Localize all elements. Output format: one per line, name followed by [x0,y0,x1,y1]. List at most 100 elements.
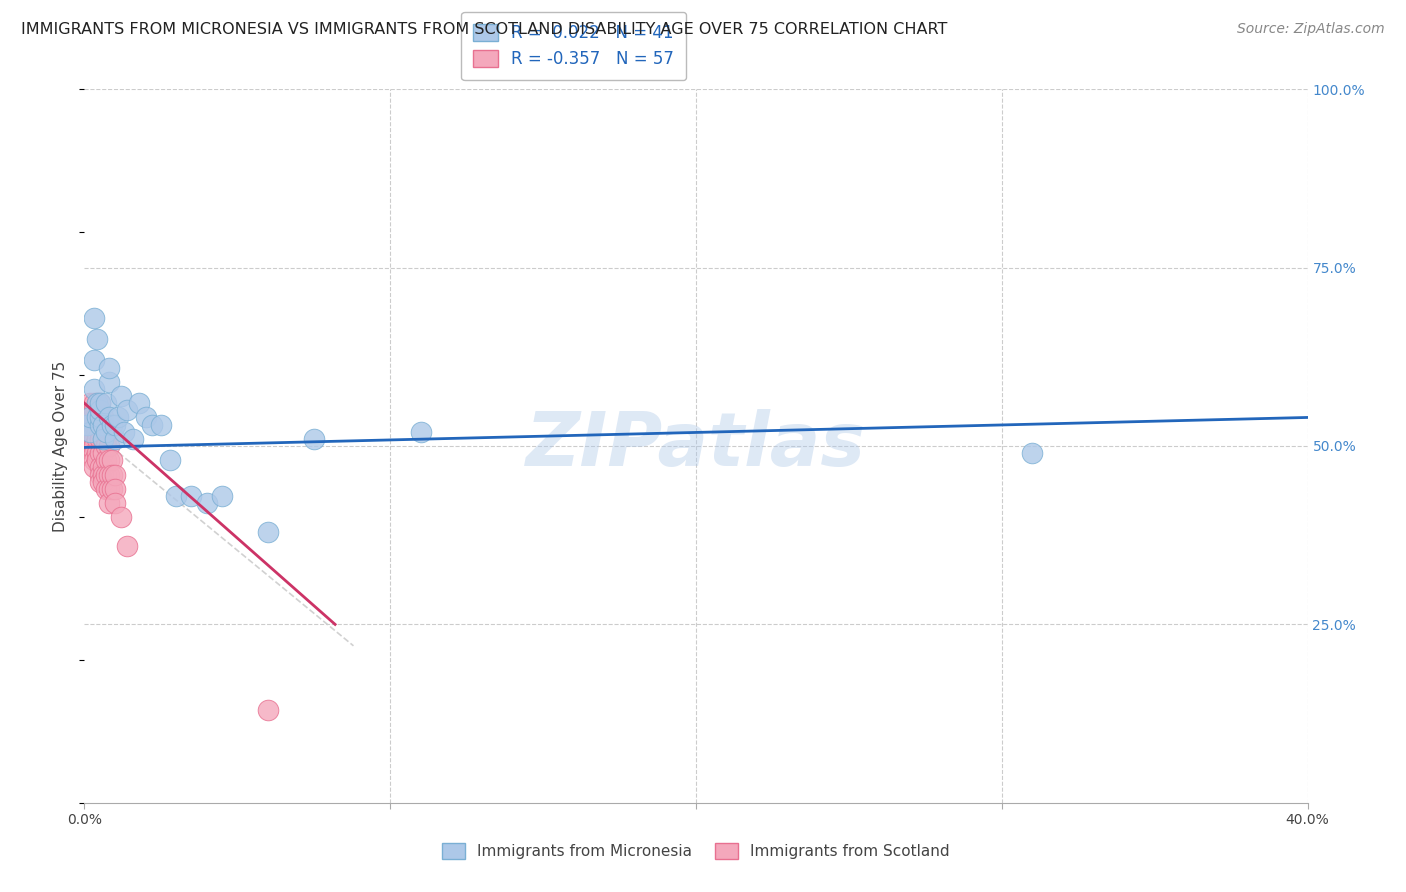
Point [86,453,108,467]
Point [1021,446,1043,460]
Point [79,410,101,425]
Point [89,410,111,425]
Point [86,446,108,460]
Point [83,417,105,432]
Text: Source: ZipAtlas.com: Source: ZipAtlas.com [1237,22,1385,37]
Text: IMMIGRANTS FROM MICRONESIA VS IMMIGRANTS FROM SCOTLAND DISABILITY AGE OVER 75 CO: IMMIGRANTS FROM MICRONESIA VS IMMIGRANTS… [21,22,948,37]
Point [83,403,105,417]
Point [115,539,138,553]
Point [83,453,105,467]
Point [89,460,111,475]
Point [128,396,150,410]
Point [409,425,432,439]
Point [91,475,114,489]
Legend: Immigrants from Micronesia, Immigrants from Scotland: Immigrants from Micronesia, Immigrants f… [434,835,957,866]
Point [91,410,114,425]
Point [104,496,127,510]
Point [94,482,117,496]
Point [94,432,117,446]
Y-axis label: Disability Age Over 75: Disability Age Over 75 [53,360,69,532]
Point [97,360,120,375]
Point [89,417,111,432]
Point [83,446,105,460]
Point [97,467,120,482]
Point [76,417,98,432]
Point [83,382,105,396]
Point [149,417,172,432]
Point [79,432,101,446]
Point [122,432,145,446]
Point [94,439,117,453]
Point [89,475,111,489]
Point [115,403,138,417]
Point [91,446,114,460]
Point [89,425,111,439]
Point [195,496,218,510]
Point [86,396,108,410]
Point [89,410,111,425]
Point [86,425,108,439]
Point [141,417,163,432]
Point [97,482,120,496]
Point [89,403,111,417]
Point [83,396,105,410]
Point [89,467,111,482]
Point [257,703,280,717]
Point [101,467,124,482]
Point [91,467,114,482]
Point [101,417,124,432]
Point [159,453,181,467]
Point [180,489,202,503]
Point [211,489,233,503]
Point [76,410,98,425]
Point [97,453,120,467]
Point [302,432,325,446]
Point [94,425,117,439]
Point [101,482,124,496]
Point [89,396,111,410]
Point [110,510,132,524]
Point [107,410,129,425]
Point [104,432,127,446]
Point [101,453,124,467]
Point [104,467,127,482]
Point [79,439,101,453]
Point [76,432,98,446]
Point [94,453,117,467]
Point [86,432,108,446]
Point [86,410,108,425]
Point [79,396,101,410]
Point [104,482,127,496]
Point [97,439,120,453]
Point [89,432,111,446]
Point [257,524,280,539]
Point [91,432,114,446]
Point [91,417,114,432]
Point [135,410,157,425]
Point [79,425,101,439]
Point [89,417,111,432]
Point [83,432,105,446]
Point [86,332,108,346]
Point [83,439,105,453]
Point [97,410,120,425]
Point [86,410,108,425]
Point [91,417,114,432]
Point [79,410,101,425]
Point [91,432,114,446]
Point [165,489,187,503]
Point [91,460,114,475]
Point [89,446,111,460]
Point [97,496,120,510]
Point [83,353,105,368]
Point [94,467,117,482]
Point [76,417,98,432]
Point [83,310,105,325]
Point [112,425,135,439]
Point [86,396,108,410]
Point [79,425,101,439]
Point [83,460,105,475]
Point [97,375,120,389]
Point [110,389,132,403]
Point [104,417,127,432]
